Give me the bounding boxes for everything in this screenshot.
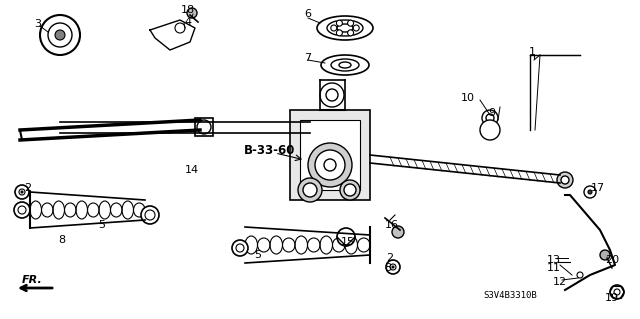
Circle shape [197, 120, 211, 134]
Bar [290, 110, 370, 200]
Circle shape [584, 186, 596, 198]
Circle shape [392, 226, 404, 238]
Text: 1: 1 [529, 47, 536, 57]
Text: B-33-60: B-33-60 [244, 144, 296, 157]
Circle shape [337, 30, 342, 36]
Circle shape [19, 189, 25, 195]
Circle shape [236, 244, 244, 252]
Text: 2: 2 [387, 253, 394, 263]
Circle shape [48, 23, 72, 47]
Text: 19: 19 [605, 293, 619, 303]
Circle shape [577, 272, 583, 278]
Circle shape [337, 20, 342, 26]
Circle shape [353, 25, 359, 31]
Circle shape [337, 228, 355, 246]
Circle shape [308, 143, 352, 187]
Circle shape [561, 176, 569, 184]
Circle shape [588, 190, 592, 194]
Circle shape [14, 202, 30, 218]
Circle shape [600, 250, 610, 260]
Text: 14: 14 [185, 165, 199, 175]
Circle shape [21, 191, 23, 193]
Circle shape [331, 25, 337, 31]
Text: 12: 12 [553, 277, 567, 287]
Bar [195, 118, 213, 136]
Text: FR.: FR. [22, 275, 43, 285]
Circle shape [392, 266, 394, 268]
Text: 13: 13 [547, 255, 561, 265]
Text: 20: 20 [605, 255, 619, 265]
Circle shape [390, 264, 396, 270]
Circle shape [15, 185, 29, 199]
Circle shape [344, 184, 356, 196]
Text: 5: 5 [255, 250, 262, 260]
Circle shape [320, 83, 344, 107]
Circle shape [298, 178, 322, 202]
Circle shape [18, 206, 26, 214]
Text: 8: 8 [58, 235, 65, 245]
Circle shape [348, 20, 354, 26]
Text: 16: 16 [385, 220, 399, 230]
Circle shape [326, 89, 338, 101]
Circle shape [482, 110, 498, 126]
Circle shape [348, 30, 354, 36]
Text: 15: 15 [341, 237, 355, 247]
Text: 2: 2 [24, 183, 31, 193]
Circle shape [480, 120, 500, 140]
Text: 3: 3 [35, 19, 42, 29]
Circle shape [141, 206, 159, 224]
Circle shape [614, 289, 620, 295]
Text: 18: 18 [181, 5, 195, 15]
Text: 11: 11 [547, 263, 561, 273]
Text: 6: 6 [305, 9, 312, 19]
Text: 17: 17 [591, 183, 605, 193]
Text: S3V4B3310B: S3V4B3310B [483, 291, 537, 300]
Text: 7: 7 [305, 53, 312, 63]
Circle shape [232, 240, 248, 256]
Circle shape [175, 23, 185, 33]
Circle shape [557, 172, 573, 188]
Text: 9: 9 [488, 108, 495, 118]
Circle shape [55, 30, 65, 40]
Circle shape [40, 15, 80, 55]
Text: 4: 4 [184, 17, 191, 27]
Text: 10: 10 [461, 93, 475, 103]
Circle shape [610, 285, 624, 299]
Circle shape [486, 114, 494, 122]
Circle shape [386, 260, 400, 274]
Text: 5: 5 [99, 220, 106, 230]
Bar [300, 120, 360, 190]
Text: 8: 8 [385, 263, 392, 273]
Circle shape [340, 180, 360, 200]
Circle shape [303, 183, 317, 197]
Circle shape [145, 210, 155, 220]
Circle shape [324, 159, 336, 171]
Circle shape [315, 150, 345, 180]
Circle shape [187, 8, 197, 18]
